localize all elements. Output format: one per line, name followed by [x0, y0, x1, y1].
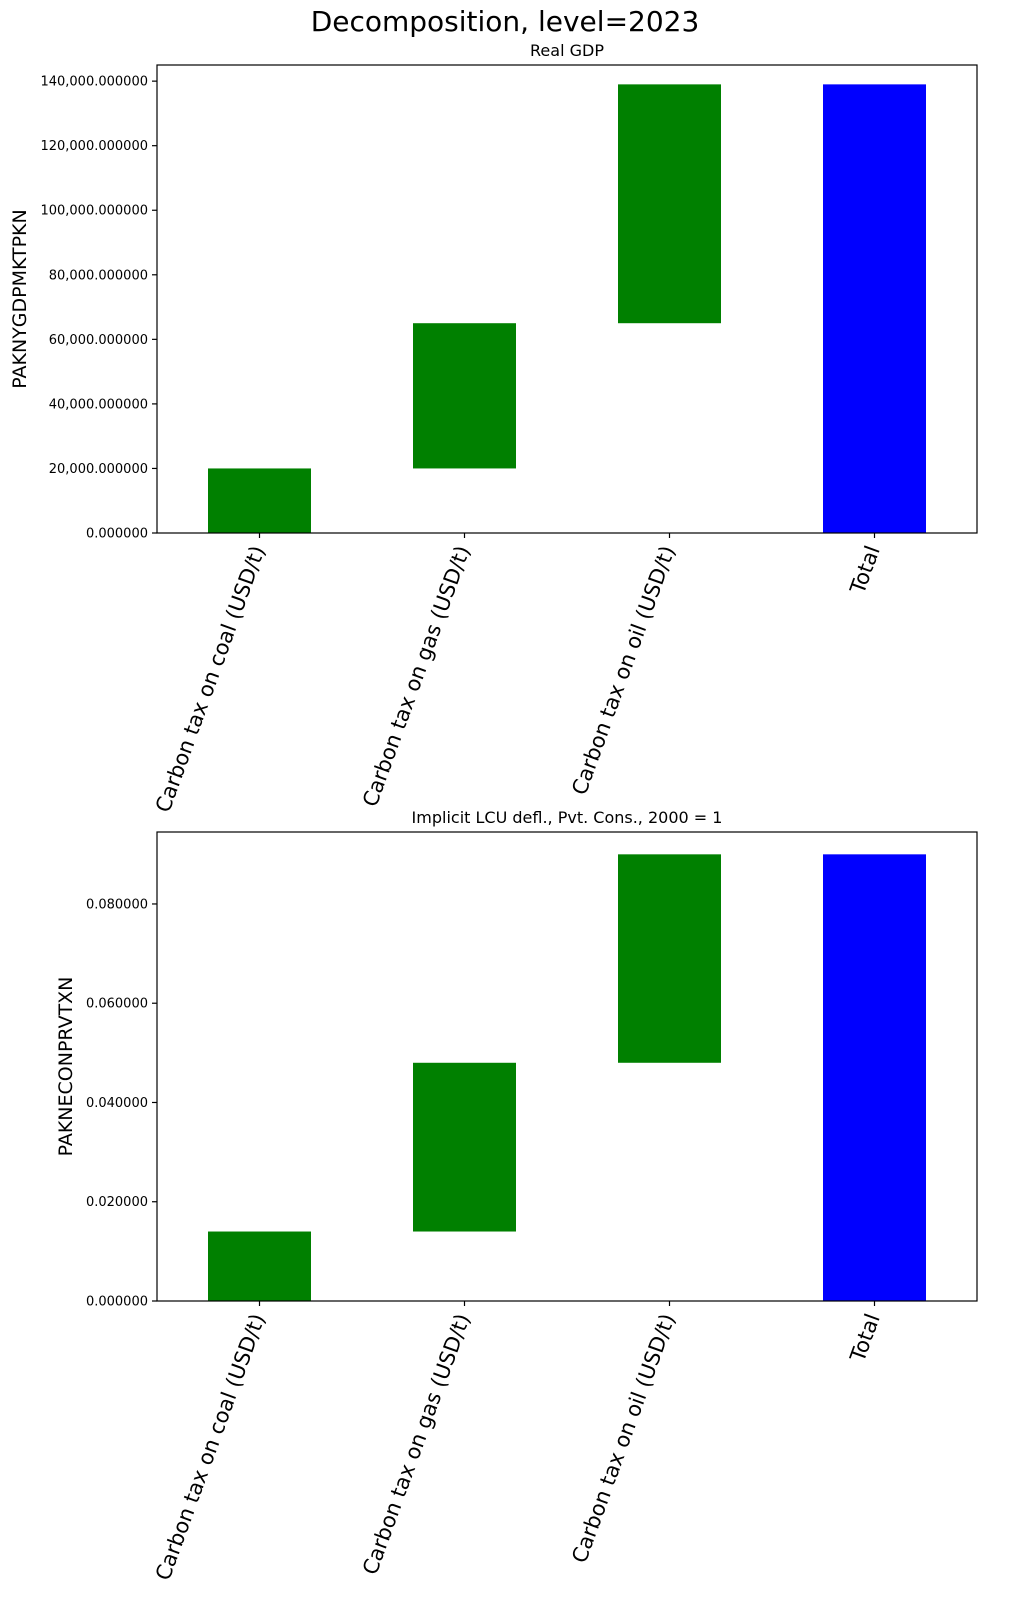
- bar-contribution-3: [618, 84, 721, 324]
- axes-frame: [156, 64, 978, 534]
- chart-implicit-deflator: Implicit LCU defl., Pvt. Cons., 2000 = 1…: [55, 808, 978, 1584]
- figure-title: Decomposition, level=2023: [311, 5, 700, 38]
- bar-contribution-1: [208, 468, 311, 533]
- y-axis-label: PAKNECONPRVTXN: [55, 977, 77, 1157]
- chart-title-real-gdp: Real GDP: [530, 41, 604, 60]
- y-tick-label: 40,000.000000: [49, 397, 148, 412]
- bar-contribution-2: [413, 1062, 516, 1232]
- y-axis-label: PAKNYGDPMKTPKN: [9, 209, 31, 388]
- y-tick-label: 0.020000: [86, 1195, 148, 1210]
- bar-total: [823, 84, 926, 534]
- x-tick-label: Total: [845, 543, 885, 598]
- y-tick-label: 140,000.000000: [40, 75, 148, 90]
- y-tick-label: 20,000.000000: [49, 462, 148, 477]
- y-tick-label: 60,000.000000: [49, 333, 148, 348]
- y-tick-label: 120,000.000000: [40, 139, 148, 154]
- x-tick-label: Carbon tax on coal (USD/t): [151, 543, 270, 816]
- chart-real-gdp: Real GDP PAKNYGDPMKTPKN 0.000000 20,000.000…: [9, 41, 978, 816]
- x-tick-label: Carbon tax on oil (USD/t): [567, 1311, 680, 1566]
- chart-title-implicit-deflator: Implicit LCU defl., Pvt. Cons., 2000 = 1: [412, 808, 723, 827]
- axes-frame: [156, 831, 978, 1302]
- y-tick-label: 80,000.000000: [49, 268, 148, 283]
- y-tick-label: 0.060000: [86, 997, 148, 1012]
- x-tick-label: Carbon tax on gas (USD/t): [358, 543, 475, 810]
- y-tick-label: 100,000.000000: [40, 204, 148, 219]
- bar-contribution-2: [413, 323, 516, 469]
- x-tick-label: Carbon tax on gas (USD/t): [358, 1311, 475, 1578]
- bar-contribution-3: [618, 854, 721, 1063]
- y-tick-label: 0.080000: [86, 897, 148, 912]
- x-tick-label: Carbon tax on oil (USD/t): [567, 543, 680, 798]
- bar-total: [823, 854, 926, 1301]
- x-tick-label: Total: [845, 1311, 885, 1366]
- x-tick-label: Carbon tax on coal (USD/t): [151, 1311, 270, 1584]
- y-tick-label: 0.000000: [86, 527, 148, 542]
- y-tick-label: 0.040000: [86, 1096, 148, 1111]
- bar-contribution-1: [208, 1231, 311, 1301]
- y-tick-label: 0.000000: [86, 1295, 148, 1310]
